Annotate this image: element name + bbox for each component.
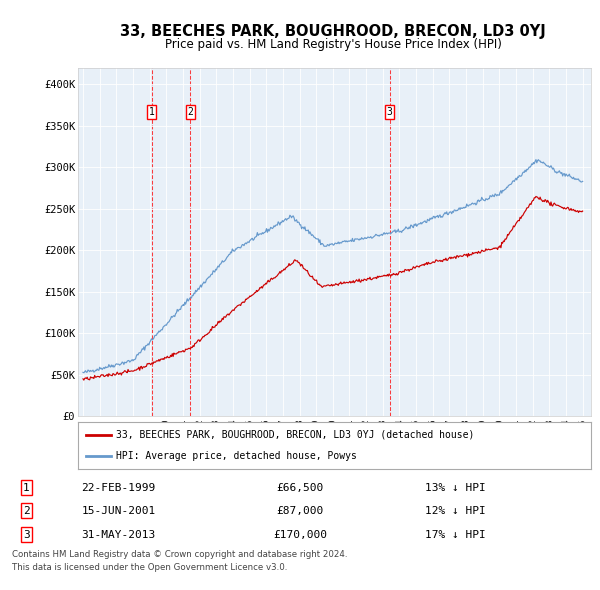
Text: 33, BEECHES PARK, BOUGHROOD, BRECON, LD3 0YJ: 33, BEECHES PARK, BOUGHROOD, BRECON, LD3… xyxy=(120,24,546,38)
Text: 1: 1 xyxy=(149,107,155,117)
Text: 2: 2 xyxy=(187,107,193,117)
Text: 22-FEB-1999: 22-FEB-1999 xyxy=(82,483,155,493)
Text: £87,000: £87,000 xyxy=(277,506,323,516)
Text: 33, BEECHES PARK, BOUGHROOD, BRECON, LD3 0YJ (detached house): 33, BEECHES PARK, BOUGHROOD, BRECON, LD3… xyxy=(116,430,475,440)
Text: 17% ↓ HPI: 17% ↓ HPI xyxy=(425,530,486,540)
Text: 15-JUN-2001: 15-JUN-2001 xyxy=(82,506,155,516)
Text: £66,500: £66,500 xyxy=(277,483,323,493)
Text: 1: 1 xyxy=(23,483,30,493)
Text: 13% ↓ HPI: 13% ↓ HPI xyxy=(425,483,486,493)
Text: 2: 2 xyxy=(23,506,30,516)
Text: 3: 3 xyxy=(23,530,30,540)
Text: 3: 3 xyxy=(386,107,392,117)
Text: HPI: Average price, detached house, Powys: HPI: Average price, detached house, Powy… xyxy=(116,451,358,461)
Text: £170,000: £170,000 xyxy=(273,530,327,540)
Text: This data is licensed under the Open Government Licence v3.0.: This data is licensed under the Open Gov… xyxy=(12,563,287,572)
Text: 12% ↓ HPI: 12% ↓ HPI xyxy=(425,506,486,516)
Text: Contains HM Land Registry data © Crown copyright and database right 2024.: Contains HM Land Registry data © Crown c… xyxy=(12,550,347,559)
Text: Price paid vs. HM Land Registry's House Price Index (HPI): Price paid vs. HM Land Registry's House … xyxy=(164,38,502,51)
Text: 31-MAY-2013: 31-MAY-2013 xyxy=(82,530,155,540)
